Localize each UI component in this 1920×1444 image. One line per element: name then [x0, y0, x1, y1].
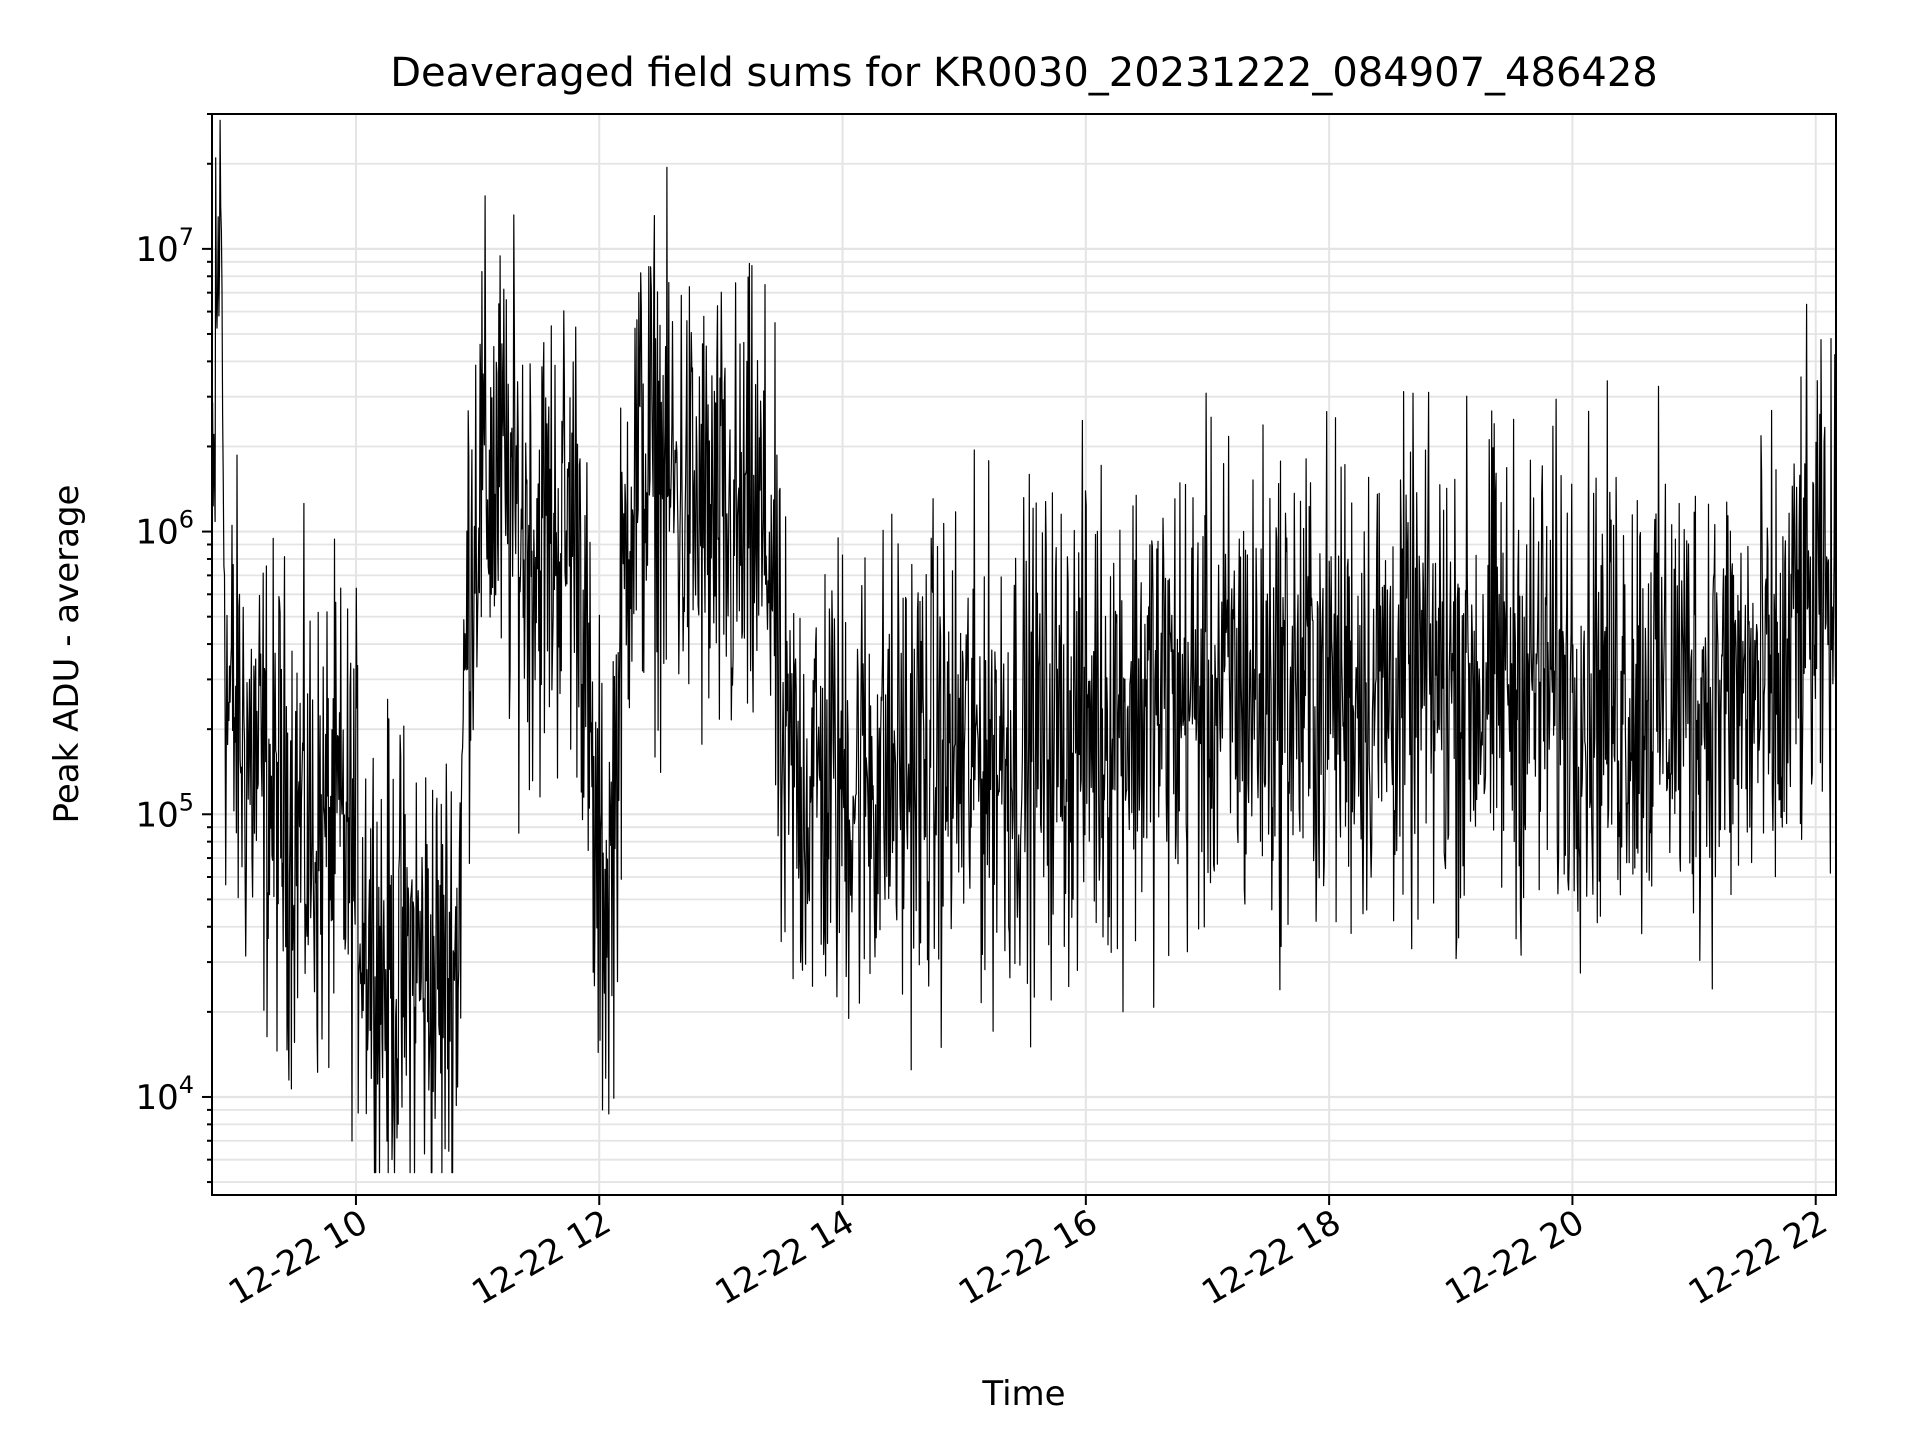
x-tick-label: 12-22 20: [1439, 1202, 1591, 1313]
x-tick-label: 12-22 16: [952, 1202, 1104, 1313]
y-axis-label: Peak ADU - average: [47, 485, 87, 824]
data-layer: [211, 119, 1837, 1174]
y-tick-label: 107: [135, 223, 194, 270]
y-tick-label: 105: [135, 788, 194, 835]
x-tick-label: 12-22 10: [222, 1202, 374, 1313]
x-axis-label: Time: [981, 1374, 1065, 1414]
x-tick-label: 12-22 12: [465, 1202, 617, 1313]
x-tick-label: 12-22 14: [709, 1202, 861, 1313]
chart-title: Deaveraged field sums for KR0030_2023122…: [390, 50, 1658, 96]
y-tick-label: 106: [135, 506, 194, 553]
plot-frame: [211, 113, 1837, 1196]
series-line: [211, 119, 1837, 1174]
y-tick-label: 104: [135, 1071, 194, 1118]
x-tick-label: 12-22 22: [1682, 1202, 1834, 1313]
x-tick-label: 12-22 18: [1195, 1202, 1347, 1313]
